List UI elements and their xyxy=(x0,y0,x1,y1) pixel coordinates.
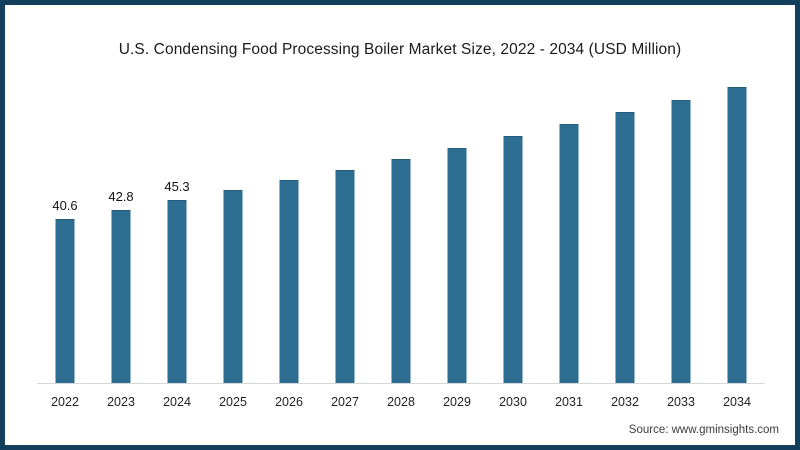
bar-column: 2025 xyxy=(205,85,261,409)
x-axis-label: 2030 xyxy=(499,395,527,409)
bar-column: 2034 xyxy=(709,85,765,409)
x-axis-label: 2028 xyxy=(387,395,415,409)
bar-chart-plot-area: 40.6 2022 42.8 2023 45.3 2024 2025 2026 2027 2028… xyxy=(37,85,765,409)
x-axis-label: 2023 xyxy=(107,395,135,409)
x-axis-label: 2024 xyxy=(163,395,191,409)
bar xyxy=(335,170,355,383)
chart-title: U.S. Condensing Food Processing Boiler M… xyxy=(118,41,682,58)
bar-column: 2033 xyxy=(653,85,709,409)
bar-column: 2028 xyxy=(373,85,429,409)
bar xyxy=(671,100,691,383)
bar-value-label: 42.8 xyxy=(108,189,134,204)
bar xyxy=(55,219,75,383)
bar xyxy=(111,210,131,383)
x-axis-label: 2027 xyxy=(331,395,359,409)
x-axis-label: 2034 xyxy=(723,395,751,409)
bar-value-label: 40.6 xyxy=(52,198,78,213)
bar xyxy=(391,159,411,383)
bar-column: 2029 xyxy=(429,85,485,409)
bar xyxy=(615,112,635,383)
bar-column: 2027 xyxy=(317,85,373,409)
source-credit: Source: www.gminsights.com xyxy=(628,424,779,436)
x-axis-label: 2029 xyxy=(443,395,471,409)
bar-value-label: 45.3 xyxy=(164,179,190,194)
bar-column: 2032 xyxy=(597,85,653,409)
x-axis-label: 2031 xyxy=(555,395,583,409)
bar xyxy=(223,190,243,383)
bar xyxy=(279,180,299,383)
bar-column: 2026 xyxy=(261,85,317,409)
bar xyxy=(727,87,747,383)
x-axis-label: 2032 xyxy=(611,395,639,409)
bar xyxy=(503,136,523,383)
bar-column: 2030 xyxy=(485,85,541,409)
x-axis-label: 2026 xyxy=(275,395,303,409)
bar-column: 45.3 2024 xyxy=(149,85,205,409)
x-axis-label: 2033 xyxy=(667,395,695,409)
bar-column: 2031 xyxy=(541,85,597,409)
x-axis-label: 2022 xyxy=(51,395,79,409)
bar-column: 40.6 2022 xyxy=(37,85,93,409)
bar xyxy=(167,200,187,383)
bar xyxy=(447,148,467,383)
bar xyxy=(559,124,579,383)
bar-column: 42.8 2023 xyxy=(93,85,149,409)
x-axis-label: 2025 xyxy=(219,395,247,409)
